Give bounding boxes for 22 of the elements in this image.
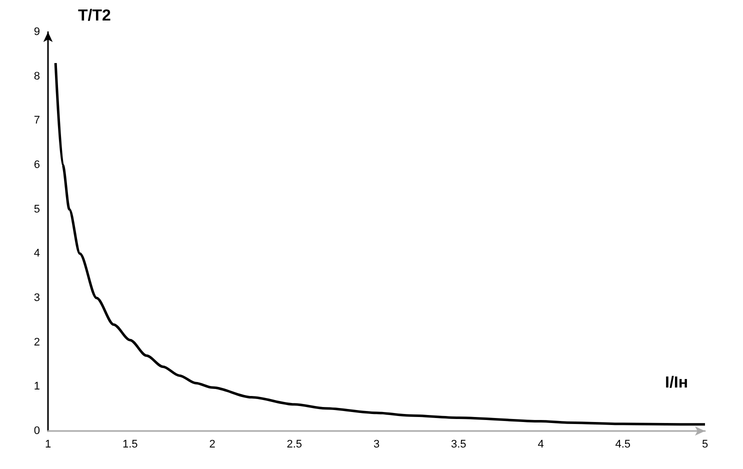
x-tick-label: 2 [209,438,216,450]
x-tick-label: 5 [702,438,708,450]
x-tick-label: 4 [538,438,544,450]
x-axis-title: I/Iн [665,374,688,392]
y-tick-label: 7 [34,114,40,127]
y-tick-label: 6 [34,159,40,171]
y-tick-label: 8 [34,70,40,82]
y-tick-label: 3 [34,292,40,304]
x-tick-label: 4.5 [615,438,631,450]
x-tick-label: 2.5 [286,438,302,450]
x-tick-label: 1 [44,438,52,450]
y-tick-label: 9 [34,26,40,38]
y-axis-title: T/T2 [78,8,111,24]
line-series [54,62,706,426]
x-tick-label: 1.5 [122,438,138,450]
y-tick-label: 1 [34,380,40,393]
x-tick-label: 3 [373,438,380,450]
y-tick-label: 2 [34,336,40,348]
y-tick-label: 4 [34,248,40,260]
y-tick-label: 0 [34,425,40,437]
y-tick-label: 5 [34,203,40,216]
x-tick-label: 3.5 [450,438,466,450]
